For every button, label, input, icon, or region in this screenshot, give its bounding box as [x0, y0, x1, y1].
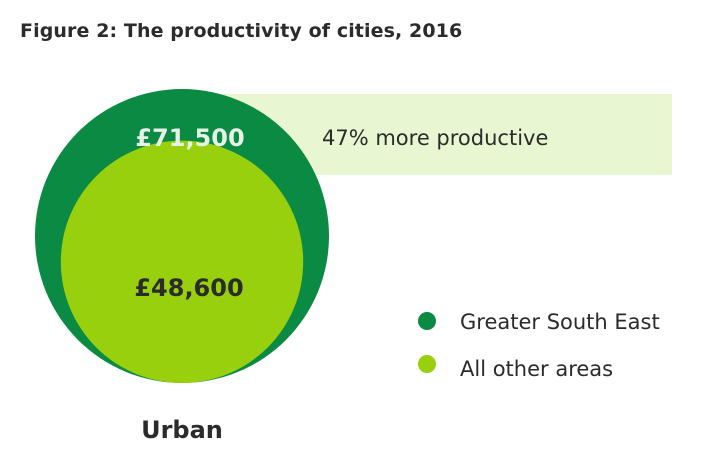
legend-label-all-other-areas: All other areas: [460, 357, 613, 381]
value-label-all-other-areas: £48,600: [134, 274, 243, 302]
category-label: Urban: [141, 416, 223, 444]
annotation-label: 47% more productive: [322, 126, 548, 150]
bubble-all-other-areas: [60, 140, 304, 383]
value-label-greater-south-east: £71,500: [135, 124, 244, 152]
legend-label-greater-south-east: Greater South East: [460, 310, 660, 334]
legend: Greater South East All other areas: [418, 310, 660, 381]
legend-marker-greater-south-east: [418, 312, 436, 330]
chart-title: Figure 2: The productivity of cities, 20…: [20, 20, 463, 42]
legend-marker-all-other-areas: [418, 355, 436, 373]
